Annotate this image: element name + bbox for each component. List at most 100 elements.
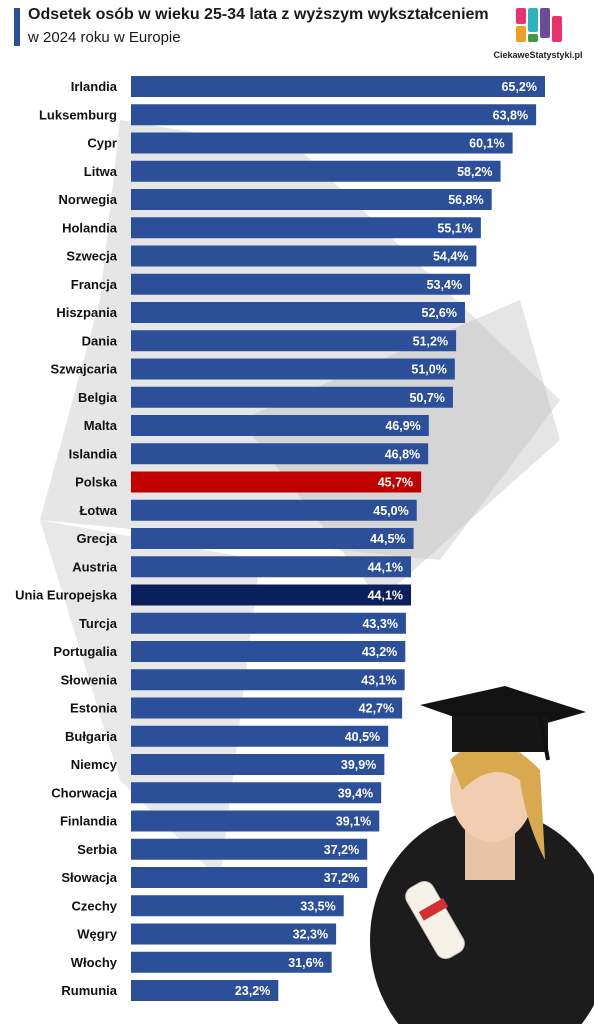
category-label: Estonia xyxy=(70,701,118,716)
diploma-scroll-icon xyxy=(405,881,465,959)
value-label: 65,2% xyxy=(502,80,537,94)
bar-17 xyxy=(131,556,412,578)
bar-18 xyxy=(131,584,412,606)
value-label: 63,8% xyxy=(493,108,528,122)
category-label: Chorwacja xyxy=(51,785,118,800)
bar-20 xyxy=(131,641,406,662)
category-label: Holandia xyxy=(62,220,118,235)
category-label: Turcja xyxy=(79,616,118,631)
category-label: Unia Europejska xyxy=(15,588,118,603)
category-label: Finlandia xyxy=(60,814,118,829)
category-label: Słowenia xyxy=(61,672,118,687)
value-label: 50,7% xyxy=(409,391,444,405)
bar-22 xyxy=(131,697,403,719)
category-label: Hiszpania xyxy=(56,305,117,320)
value-label: 39,4% xyxy=(338,786,373,800)
category-label: Irlandia xyxy=(71,79,118,94)
category-label: Litwa xyxy=(84,164,118,179)
category-label: Bułgaria xyxy=(65,729,118,744)
value-label: 52,6% xyxy=(422,306,457,320)
value-label: 43,1% xyxy=(361,673,396,687)
value-label: 46,8% xyxy=(385,447,420,461)
value-label: 23,2% xyxy=(235,984,270,998)
category-label: Francja xyxy=(71,277,118,292)
cap-tassel-icon xyxy=(538,715,550,761)
chart-title: Odsetek osób w wieku 25-34 lata z wyższy… xyxy=(28,6,489,23)
category-label: Luksemburg xyxy=(39,107,117,122)
bar-26 xyxy=(131,810,380,832)
bar-3 xyxy=(131,160,501,182)
bar-27 xyxy=(131,838,368,860)
value-label: 53,4% xyxy=(427,278,462,292)
bar-28 xyxy=(131,867,368,888)
bar-9 xyxy=(131,330,457,352)
bar-13 xyxy=(131,443,429,465)
category-label: Polska xyxy=(75,475,118,490)
bar-15 xyxy=(131,499,417,521)
bar-19 xyxy=(131,612,406,634)
value-label: 37,2% xyxy=(324,843,359,857)
value-label: 43,2% xyxy=(362,645,397,659)
value-label: 56,8% xyxy=(448,193,483,207)
hair-shape xyxy=(450,742,545,860)
category-label: Niemcy xyxy=(71,757,118,772)
value-label: 39,1% xyxy=(336,815,371,829)
category-label: Szwecja xyxy=(66,249,117,264)
value-label: 58,2% xyxy=(457,165,492,179)
value-label: 37,2% xyxy=(324,871,359,885)
category-label: Włochy xyxy=(71,955,118,970)
bar-0 xyxy=(131,76,545,97)
gown-shape xyxy=(370,810,594,1024)
bar-21 xyxy=(131,669,405,691)
category-label: Rumunia xyxy=(61,983,117,998)
bar-7 xyxy=(131,273,471,295)
value-label: 42,7% xyxy=(359,702,394,716)
category-label: Dania xyxy=(82,333,118,348)
category-label: Czechy xyxy=(71,898,117,913)
bar-2 xyxy=(131,132,513,154)
value-label: 31,6% xyxy=(288,956,323,970)
category-label: Słowacja xyxy=(61,870,117,885)
value-label: 40,5% xyxy=(345,730,380,744)
bar-1 xyxy=(131,104,537,126)
title-accent-bar xyxy=(14,8,20,46)
bar-5 xyxy=(131,217,481,239)
bar-25 xyxy=(131,782,382,804)
bar-23 xyxy=(131,725,389,747)
value-label: 54,4% xyxy=(433,250,468,264)
category-label: Islandia xyxy=(69,446,118,461)
category-label: Austria xyxy=(72,559,118,574)
diploma-ribbon-icon xyxy=(418,898,449,921)
value-label: 51,2% xyxy=(413,334,448,348)
value-label: 45,0% xyxy=(373,504,408,518)
cap-base-icon xyxy=(452,716,548,752)
category-label: Węgry xyxy=(77,927,118,942)
bar-29 xyxy=(131,895,344,917)
bar-24 xyxy=(131,754,385,775)
bar-16 xyxy=(131,528,414,549)
value-label: 44,1% xyxy=(368,560,403,574)
value-label: 60,1% xyxy=(469,137,504,151)
category-label: Norwegia xyxy=(58,192,117,207)
category-label: Malta xyxy=(84,418,118,433)
brand-logo[interactable]: CiekaweStatystyki.pl xyxy=(492,6,584,64)
bar-6 xyxy=(131,245,477,267)
bar-11 xyxy=(131,386,453,408)
value-label: 39,9% xyxy=(341,758,376,772)
value-label: 46,9% xyxy=(385,419,420,433)
bar-8 xyxy=(131,302,465,323)
value-label: 33,5% xyxy=(300,899,335,913)
category-label: Cypr xyxy=(87,136,117,151)
category-label: Szwajcaria xyxy=(51,362,118,377)
category-label: Portugalia xyxy=(53,644,117,659)
value-label: 44,5% xyxy=(370,532,405,546)
brand-logo-icon xyxy=(516,8,562,42)
bar-14 xyxy=(131,471,422,493)
bar-32 xyxy=(131,980,279,1001)
bar-12 xyxy=(131,415,429,436)
category-label: Belgia xyxy=(78,390,118,405)
value-label: 51,0% xyxy=(411,363,446,377)
value-label: 43,3% xyxy=(362,617,397,631)
